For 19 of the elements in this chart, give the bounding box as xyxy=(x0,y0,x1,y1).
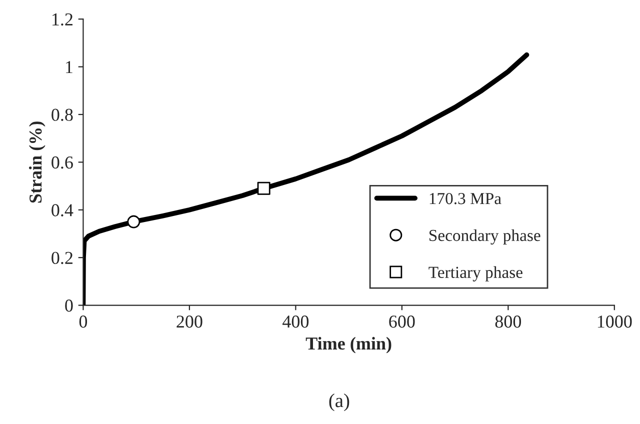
x-tick-label: 200 xyxy=(176,316,202,328)
y-tick-label: 0 xyxy=(65,300,73,312)
legend-label: Tertiary phase xyxy=(428,266,522,282)
y-tick-label: 1 xyxy=(66,61,72,74)
x-tick-label: 1000 xyxy=(598,316,632,328)
legend-label: 170.3 MPa xyxy=(430,192,502,204)
y-tick-label: 0.6 xyxy=(52,156,73,169)
y-tick-label: 0.8 xyxy=(52,108,73,121)
x-tick-label: 600 xyxy=(389,316,415,328)
x-tick-label: 800 xyxy=(495,316,522,328)
x-tick-label: 400 xyxy=(282,316,309,328)
legend-label: Secondary phase xyxy=(429,229,540,245)
y-tick-label: 1.2 xyxy=(52,13,72,26)
x-tick-label: 0 xyxy=(79,316,88,328)
x-axis-title: Time (min) xyxy=(306,336,392,354)
y-tick-label: 0.4 xyxy=(52,204,74,216)
y-axis-title: Strain (%) xyxy=(28,122,46,203)
text: (a) xyxy=(329,394,350,412)
y-tick-label: 0.2 xyxy=(52,252,72,264)
